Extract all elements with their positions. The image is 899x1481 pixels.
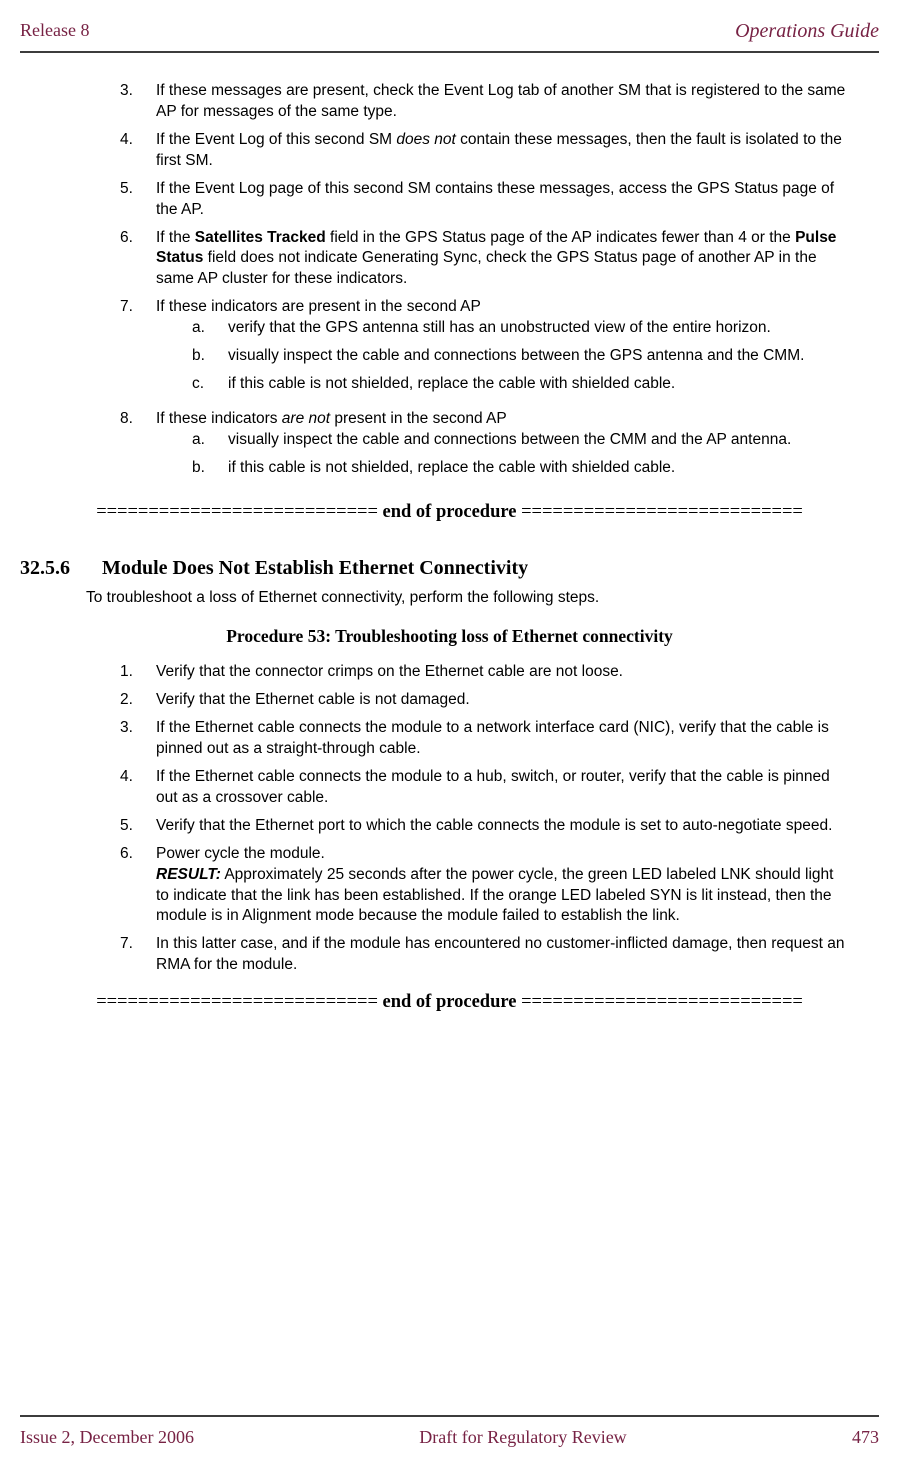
- list-text: If the Ethernet cable connects the modul…: [156, 718, 849, 760]
- list-text: If these messages are present, check the…: [156, 81, 849, 123]
- list-item-7: 7. In this latter case, and if the modul…: [120, 934, 849, 976]
- sub-text: visually inspect the cable and connectio…: [228, 346, 849, 367]
- sub-text: visually inspect the cable and connectio…: [228, 430, 849, 451]
- list-number: 5.: [120, 816, 156, 837]
- sub-item-a: a. verify that the GPS antenna still has…: [192, 318, 849, 339]
- list-number: 3.: [120, 718, 156, 760]
- list-number: 1.: [120, 662, 156, 683]
- emphasis: are not: [282, 410, 330, 427]
- sub-letter: a.: [192, 430, 228, 451]
- list-item-3: 3. If these messages are present, check …: [120, 81, 849, 123]
- page-header: Release 8 Operations Guide: [20, 18, 879, 45]
- list-text: Verify that the Ethernet port to which t…: [156, 816, 849, 837]
- footer-draft: Draft for Regulatory Review: [419, 1425, 626, 1449]
- end-of-procedure-divider: =========================== end of proce…: [20, 500, 879, 525]
- list-number: 2.: [120, 690, 156, 711]
- list-item-4: 4. If the Event Log of this second SM do…: [120, 130, 849, 172]
- list-text: If the Event Log page of this second SM …: [156, 179, 849, 221]
- procedure-list-1: 3. If these messages are present, check …: [120, 81, 849, 486]
- section-title: Module Does Not Establish Ethernet Conne…: [102, 555, 528, 582]
- list-text: In this latter case, and if the module h…: [156, 934, 849, 976]
- sub-list: a. verify that the GPS antenna still has…: [192, 318, 849, 395]
- sub-item-b: b. if this cable is not shielded, replac…: [192, 458, 849, 479]
- list-item-1: 1. Verify that the connector crimps on t…: [120, 662, 849, 683]
- list-number: 7.: [120, 934, 156, 976]
- list-number: 3.: [120, 81, 156, 123]
- sub-text: verify that the GPS antenna still has an…: [228, 318, 849, 339]
- sub-list: a. visually inspect the cable and connec…: [192, 430, 849, 479]
- list-item-7: 7. If these indicators are present in th…: [120, 297, 849, 402]
- footer-issue: Issue 2, December 2006: [20, 1425, 194, 1449]
- bold-term: Satellites Tracked: [195, 229, 326, 246]
- section-heading: 32.5.6 Module Does Not Establish Etherne…: [20, 555, 879, 582]
- sub-letter: b.: [192, 346, 228, 367]
- footer-rule: [20, 1415, 879, 1417]
- list-item-5: 5. If the Event Log page of this second …: [120, 179, 849, 221]
- list-number: 4.: [120, 767, 156, 809]
- procedure-list-2: 1. Verify that the connector crimps on t…: [120, 662, 849, 976]
- list-text: If the Ethernet cable connects the modul…: [156, 767, 849, 809]
- header-rule: [20, 51, 879, 53]
- section-intro: To troubleshoot a loss of Ethernet conne…: [86, 588, 849, 609]
- list-text: Power cycle the module.RESULT: Approxima…: [156, 844, 849, 928]
- sub-item-c: c. if this cable is not shielded, replac…: [192, 374, 849, 395]
- sub-letter: c.: [192, 374, 228, 395]
- list-number: 6.: [120, 228, 156, 291]
- list-number: 8.: [120, 409, 156, 486]
- page-footer: Issue 2, December 2006 Draft for Regulat…: [20, 1415, 879, 1449]
- list-text: If the Satellites Tracked field in the G…: [156, 228, 849, 291]
- sub-item-a: a. visually inspect the cable and connec…: [192, 430, 849, 451]
- list-item-5: 5. Verify that the Ethernet port to whic…: [120, 816, 849, 837]
- header-guide-title: Operations Guide: [735, 18, 879, 45]
- header-release: Release 8: [20, 18, 89, 45]
- list-text: Verify that the connector crimps on the …: [156, 662, 849, 683]
- footer-page-number: 473: [852, 1425, 879, 1449]
- sub-letter: b.: [192, 458, 228, 479]
- list-number: 7.: [120, 297, 156, 402]
- list-item-6: 6. Power cycle the module.RESULT: Approx…: [120, 844, 849, 928]
- list-text: Verify that the Ethernet cable is not da…: [156, 690, 849, 711]
- list-number: 5.: [120, 179, 156, 221]
- list-number: 6.: [120, 844, 156, 928]
- sub-letter: a.: [192, 318, 228, 339]
- result-label: RESULT:: [156, 866, 221, 883]
- list-text: If these indicators are present in the s…: [156, 297, 849, 402]
- sub-text: if this cable is not shielded, replace t…: [228, 458, 849, 479]
- emphasis: does not: [396, 131, 455, 148]
- list-item-2: 2. Verify that the Ethernet cable is not…: [120, 690, 849, 711]
- list-number: 4.: [120, 130, 156, 172]
- list-text: If the Event Log of this second SM does …: [156, 130, 849, 172]
- list-item-4: 4. If the Ethernet cable connects the mo…: [120, 767, 849, 809]
- section-number: 32.5.6: [20, 555, 102, 582]
- sub-text: if this cable is not shielded, replace t…: [228, 374, 849, 395]
- list-item-3: 3. If the Ethernet cable connects the mo…: [120, 718, 849, 760]
- list-item-6: 6. If the Satellites Tracked field in th…: [120, 228, 849, 291]
- end-of-procedure-divider-2: =========================== end of proce…: [20, 990, 879, 1015]
- list-text: If these indicators are not present in t…: [156, 409, 849, 486]
- list-item-8: 8. If these indicators are not present i…: [120, 409, 849, 486]
- procedure-title: Procedure 53: Troubleshooting loss of Et…: [20, 625, 879, 649]
- sub-item-b: b. visually inspect the cable and connec…: [192, 346, 849, 367]
